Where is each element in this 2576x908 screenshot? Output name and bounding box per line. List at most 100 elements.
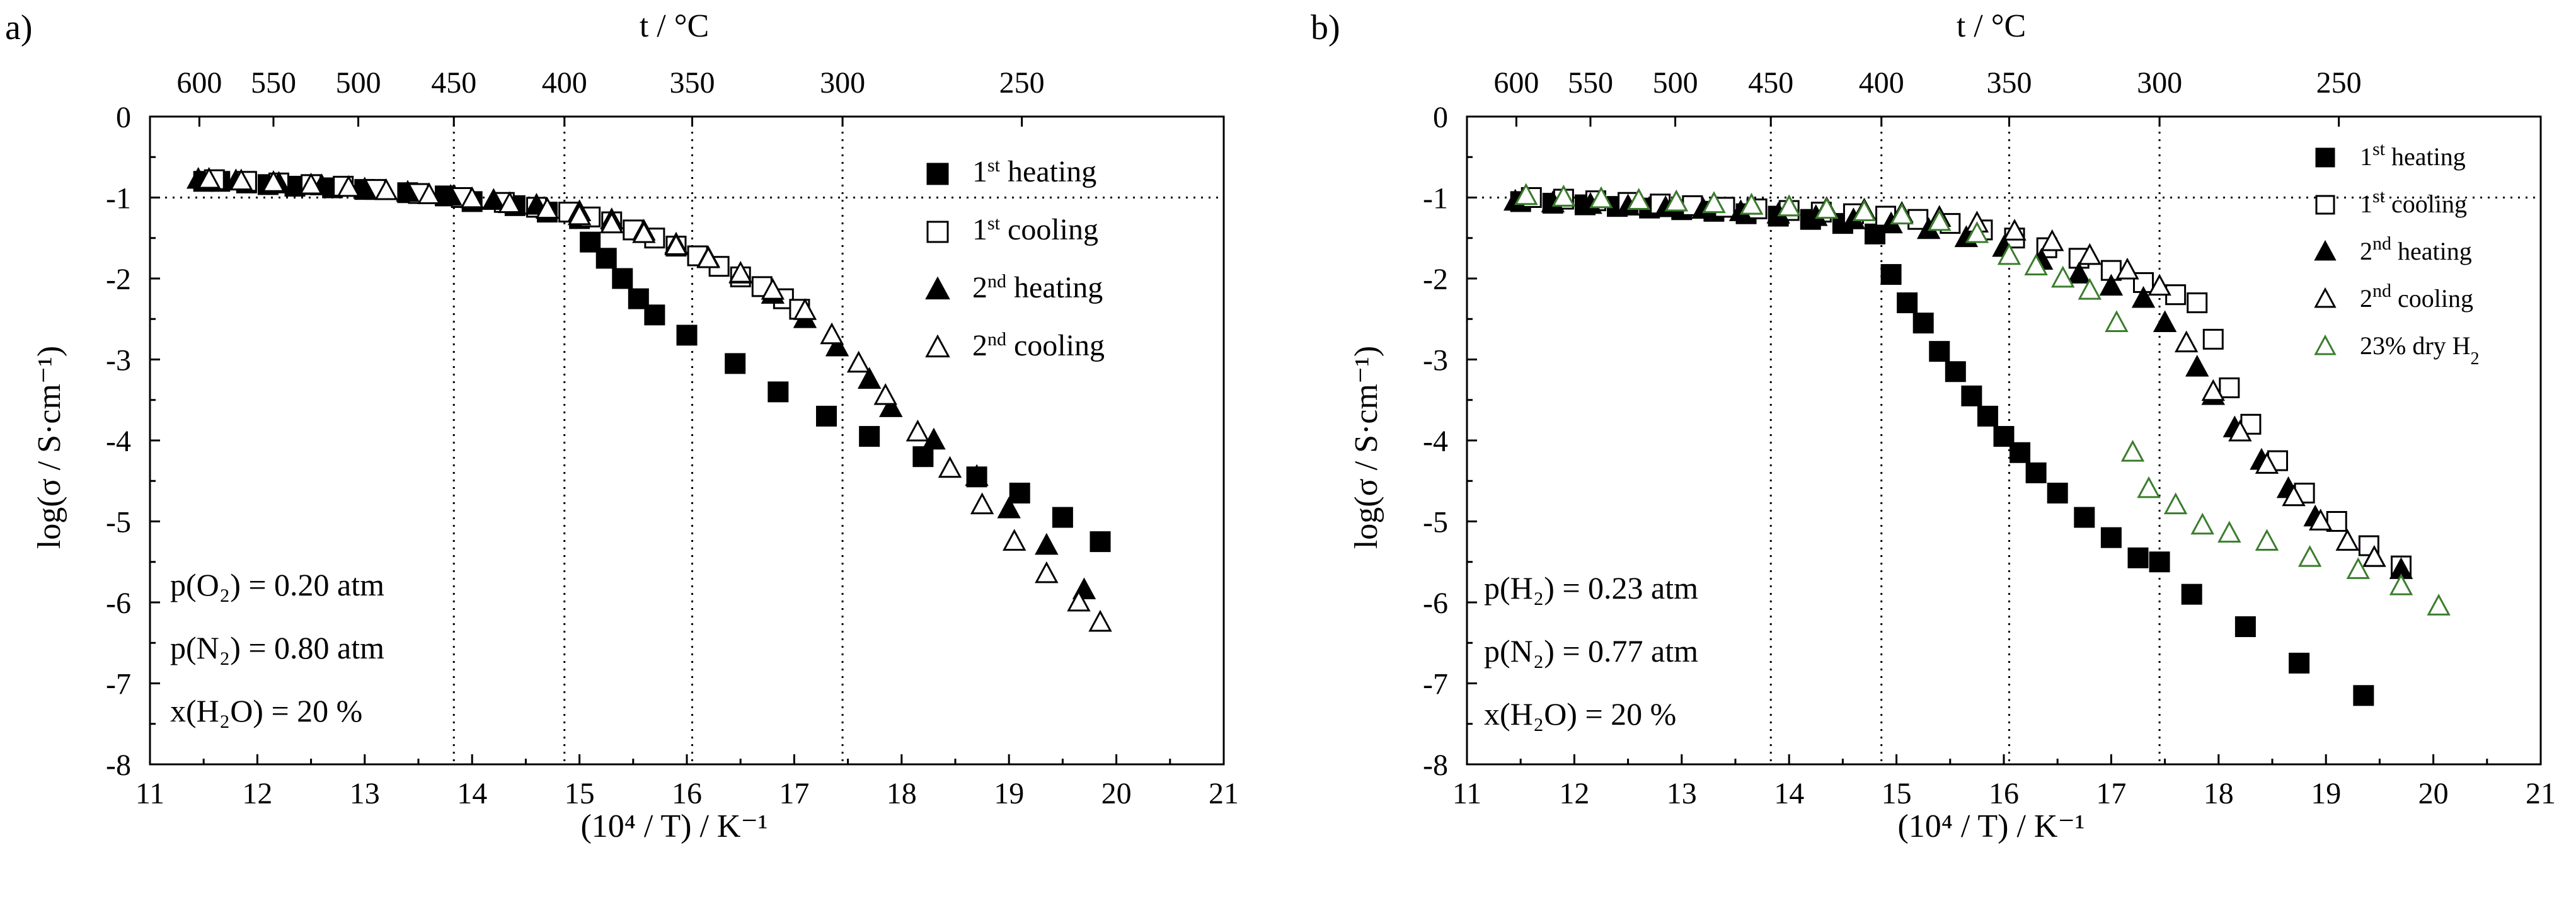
- conditions-text: p(H₂) = 0.23 atm p(N₂) = 0.77 atm x(H₂O) =…: [1484, 570, 1698, 732]
- x-tick-label: 21: [2526, 777, 2556, 810]
- data-point: [1551, 185, 1576, 207]
- data-point: [1880, 264, 1902, 285]
- x-tick-label: 13: [350, 777, 380, 810]
- data-point: [2115, 257, 2139, 280]
- condition-label: p(N₂) = 0.80 atm: [170, 630, 384, 665]
- x-tick-label: 16: [1989, 777, 2019, 810]
- data-point: [2234, 616, 2256, 638]
- legend-marker: [2315, 147, 2335, 168]
- data-point: [816, 405, 837, 427]
- top-tick-label: 400: [1859, 66, 1904, 100]
- data-point: [1965, 221, 1989, 243]
- data-point: [1664, 189, 1688, 212]
- data-point: [1897, 292, 1918, 314]
- data-point: [1945, 361, 1966, 382]
- x-tick-label: 20: [1101, 777, 1132, 810]
- x-axis-ticks: 11 12 13 14 15 16 17 18 19 20 21: [135, 754, 1239, 810]
- x-tick-label: 17: [2096, 777, 2126, 810]
- y-tick-label: -8: [106, 749, 131, 782]
- data-point: [873, 383, 897, 405]
- data-point: [600, 211, 624, 234]
- data-point: [2362, 545, 2386, 567]
- data-point: [859, 426, 880, 447]
- data-point: [612, 268, 633, 289]
- data-point: [2190, 512, 2214, 535]
- data-points: [186, 166, 1112, 632]
- data-point: [1890, 202, 1914, 225]
- panel-a: a) t / °C 600 550 500 450 400 350 300 250 11 12 1…: [5, 8, 1239, 844]
- data-point: [1961, 385, 1982, 406]
- reference-lines: [1467, 117, 2541, 764]
- data-point: [825, 334, 849, 357]
- top-tick-label: 600: [1493, 66, 1539, 100]
- series-2nd-heating: [1503, 188, 2413, 579]
- legend: 1st heating 1st cooling 2nd heating 2nd coo…: [925, 155, 1105, 362]
- y-tick-label: -8: [1423, 749, 1448, 782]
- data-point: [2047, 483, 2068, 504]
- data-point: [2358, 535, 2379, 556]
- data-point: [1088, 609, 1112, 632]
- data-point: [1626, 188, 1651, 210]
- y-tick-label: -3: [1423, 344, 1448, 377]
- data-point: [2149, 551, 2170, 573]
- data-point: [353, 176, 377, 198]
- data-point: [567, 203, 592, 226]
- top-tick-label: 500: [1653, 66, 1698, 100]
- legend: 1st heating 1st cooling 2nd heating 2nd coo…: [2314, 139, 2480, 369]
- x-axis-ticks: 11 12 13 14 15 16 17 18 19 20 21: [1452, 754, 2556, 810]
- data-point: [1852, 199, 1877, 221]
- data-point: [1009, 483, 1030, 504]
- y-axis-title: log(σ / S·cm⁻¹): [1348, 346, 1384, 549]
- top-tick-label: 300: [820, 66, 865, 100]
- data-point: [793, 298, 817, 320]
- data-point: [2389, 573, 2413, 595]
- data-point: [846, 350, 871, 373]
- data-point: [460, 186, 484, 209]
- data-point: [2427, 594, 2451, 616]
- data-point: [1929, 341, 1950, 362]
- data-point: [336, 175, 360, 197]
- top-axis-ticks: 600 550 500 450 400 350 300 250: [176, 66, 1045, 127]
- y-axis-ticks: 0 -1 -2 -3 -4 -5 -6 -7 -8: [1423, 101, 1477, 782]
- data-point: [1035, 532, 1059, 555]
- data-point: [498, 191, 522, 214]
- data-point: [2099, 273, 2124, 296]
- legend-marker: [926, 221, 949, 243]
- condition-label: p(H₂) = 0.23 atm: [1484, 570, 1698, 606]
- data-point: [2120, 440, 2145, 462]
- top-tick-label: 350: [670, 66, 715, 100]
- data-point: [2202, 328, 2224, 350]
- y-tick-label: -6: [106, 587, 131, 620]
- top-tick-label: 250: [2316, 66, 2362, 100]
- y-tick-label: -4: [1423, 425, 1448, 458]
- data-point: [2074, 507, 2095, 528]
- data-point: [481, 188, 505, 210]
- legend-label: 2nd heating: [972, 271, 1103, 305]
- x-tick-label: 11: [135, 777, 164, 810]
- top-tick-label: 250: [999, 66, 1045, 100]
- data-point: [1977, 405, 1998, 427]
- data-point: [1777, 194, 1801, 217]
- top-tick-label: 450: [431, 66, 476, 100]
- data-point: [2255, 529, 2279, 551]
- legend-marker: [925, 276, 950, 300]
- data-point: [2187, 292, 2208, 314]
- data-point: [2127, 547, 2149, 568]
- legend-label: 1st heating: [2360, 139, 2466, 171]
- y-tick-label: -1: [1423, 182, 1448, 216]
- data-point: [1090, 531, 1111, 553]
- data-point: [2148, 273, 2171, 296]
- data-point: [1003, 529, 1026, 551]
- data-point: [2153, 310, 2177, 332]
- x-tick-label: 12: [1559, 777, 1589, 810]
- data-point: [1035, 561, 1059, 583]
- top-tick-label: 300: [2137, 66, 2182, 100]
- top-axis-ticks: 600 550 500 450 400 350 300 250: [1493, 66, 2362, 127]
- series-2nd-cooling: [197, 166, 1112, 632]
- data-point: [632, 221, 656, 243]
- data-point: [820, 322, 844, 345]
- data-point: [2051, 265, 2075, 288]
- conditions-text: p(O₂) = 0.20 atm p(N₂) = 0.80 atm x(H₂O) =…: [170, 567, 384, 728]
- data-point: [644, 304, 665, 326]
- x-tick-label: 19: [994, 777, 1024, 810]
